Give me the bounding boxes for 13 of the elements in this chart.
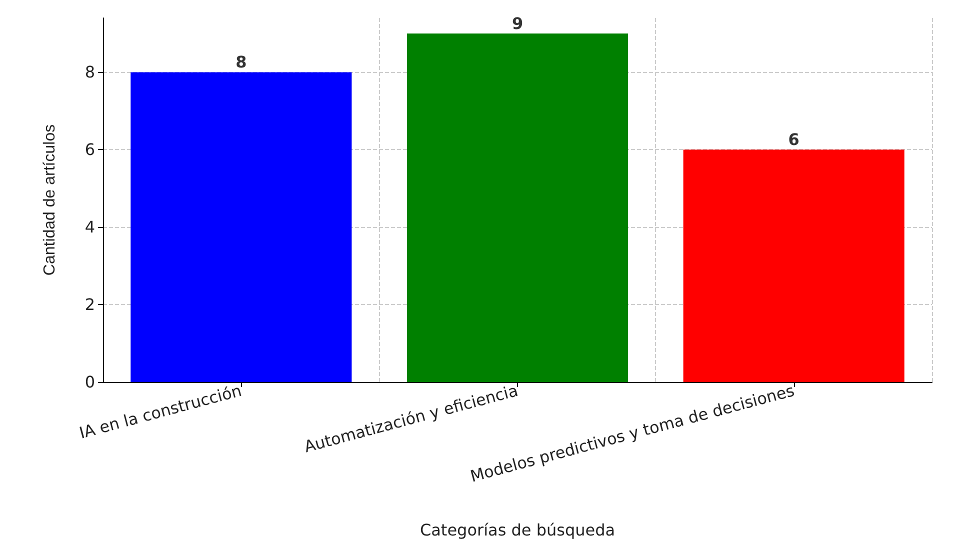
y-tick-label: 8 (84, 62, 95, 82)
y-tick-label: 6 (84, 140, 95, 160)
data-label: 6 (788, 130, 800, 150)
bar (406, 33, 628, 382)
y-tick-label: 2 (84, 295, 95, 314)
data-label: 8 (236, 52, 247, 72)
y-axis-title: Cantidad de artículos (42, 124, 58, 276)
bar (683, 150, 904, 382)
x-axis-title: Categorías de búsqueda (420, 520, 616, 540)
y-tick-label: 4 (84, 218, 95, 237)
data-label: 9 (512, 14, 524, 33)
y-tick-label: 0 (84, 372, 95, 392)
bar (130, 72, 352, 382)
